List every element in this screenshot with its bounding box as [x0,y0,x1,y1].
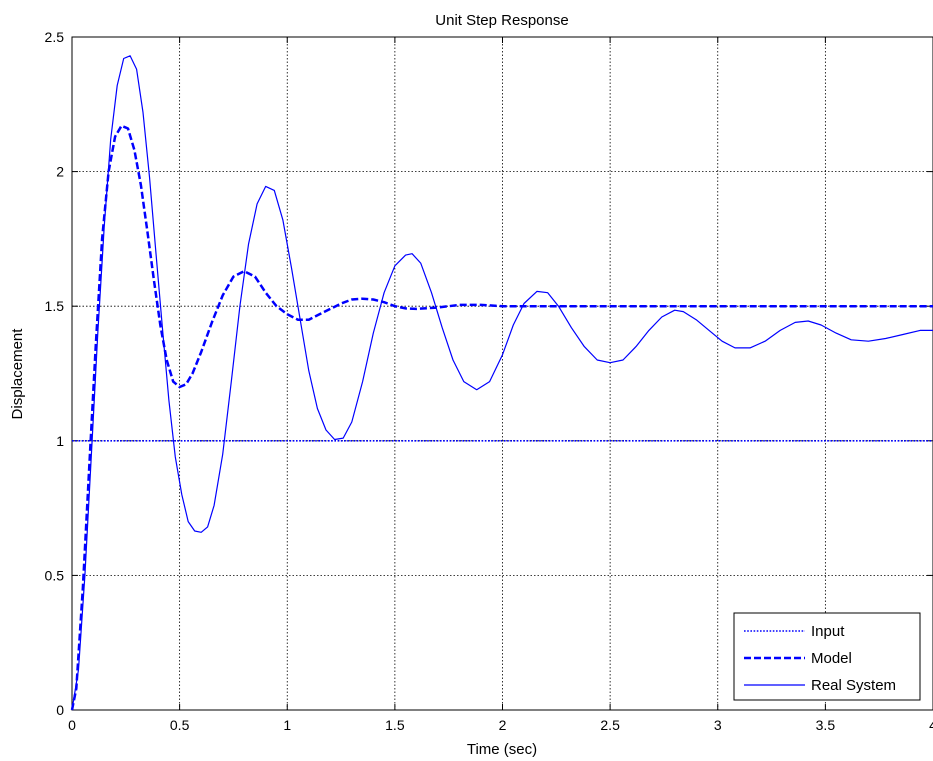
chart-title: Unit Step Response [435,12,568,29]
y-tick-label: 1 [56,433,64,449]
x-tick-label: 4 [929,717,933,733]
y-tick-label: 2.5 [45,29,65,45]
x-tick-label: 2.5 [600,717,620,733]
x-tick-label: 0.5 [170,717,190,733]
legend-label-input: Input [811,623,845,640]
series-line-real-system [71,55,933,711]
x-tick-label: 0 [68,717,76,733]
series-lines [70,55,933,711]
legend-label-real-system: Real System [811,677,896,694]
x-tick-label: 3.5 [816,717,836,733]
y-tick-label: 0 [56,702,64,718]
y-tick-label: 1.5 [45,298,65,314]
x-axis-title: Time (sec) [467,741,537,758]
x-tick-label: 1 [283,717,291,733]
legend: Input Model Real System [733,612,921,701]
y-tick-label: 2 [56,164,64,180]
series-line-model [70,124,933,711]
x-tick-label: 1.5 [385,717,405,733]
y-tick-label: 0.5 [45,567,65,583]
x-tick-label: 3 [714,717,722,733]
x-tick-label: 2 [499,717,507,733]
legend-label-model: Model [811,650,852,667]
axis-ticks: 0 0.5 1 1.5 2 2.5 3 3.5 4 0 0.5 1 1.5 2 2.5 [45,29,933,733]
y-axis-title: Displacement [9,328,26,420]
